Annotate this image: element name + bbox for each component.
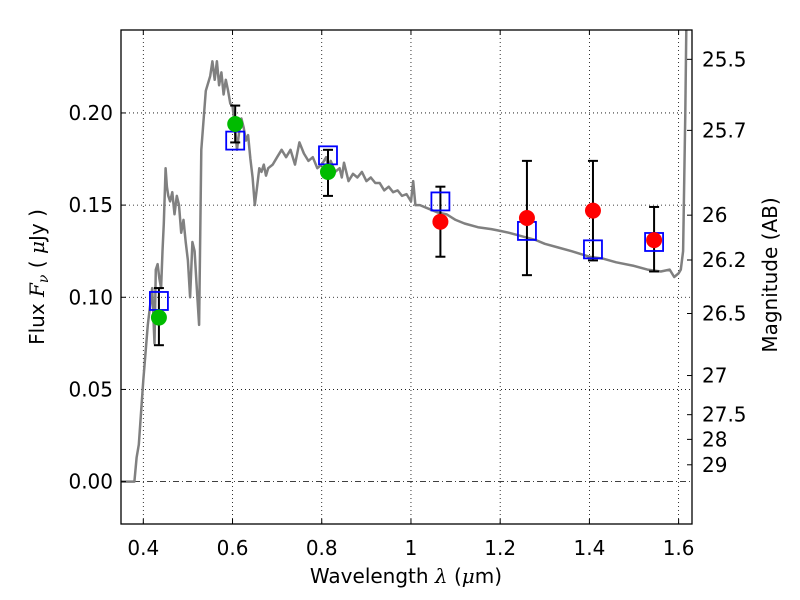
y2-tick-label: 29 xyxy=(702,453,727,477)
y2-tick-label: 26 xyxy=(702,203,727,227)
x-axis-label-text: Wavelength xyxy=(310,564,435,588)
model-box-layer xyxy=(149,130,664,311)
y2-tick-label: 25.7 xyxy=(702,118,747,142)
y2-axis-label: Magnitude (AB) xyxy=(758,197,782,352)
y-axis-label: Flux Fν ( μJy ) xyxy=(25,209,52,345)
y-tick-label: 0.15 xyxy=(68,193,113,217)
x-tick-label: 0.8 xyxy=(306,536,338,560)
x-tick-label: 1.2 xyxy=(484,536,516,560)
y-tick-label: 0.20 xyxy=(68,101,113,125)
data-point xyxy=(227,116,244,133)
svg-text:Magnitude (AB): Magnitude (AB) xyxy=(758,197,782,352)
y2-tick-label: 25.5 xyxy=(702,47,747,71)
data-point xyxy=(150,309,167,326)
data-point xyxy=(432,213,449,230)
tick-marks xyxy=(121,30,692,524)
y-tick-label: 0.05 xyxy=(68,377,113,401)
data-point xyxy=(646,232,663,249)
errorbar-layer xyxy=(153,104,660,347)
x-tick-label: 1.6 xyxy=(663,536,695,560)
x-tick-label: 0.6 xyxy=(217,536,249,560)
y-tick-label: 0.00 xyxy=(68,470,113,494)
svg-text:Flux Fν ( μJy ): Flux Fν ( μJy ) xyxy=(25,209,52,345)
model-box-marker xyxy=(583,239,603,260)
plot-frame xyxy=(120,29,693,525)
nu-subscript: ν xyxy=(36,274,52,283)
model-box-marker xyxy=(430,191,451,212)
flux-symbol: F xyxy=(25,282,49,298)
y2-tick-label: 27 xyxy=(702,364,727,388)
y2-tick-label: 28 xyxy=(702,427,727,451)
y2-tick-label: 27.5 xyxy=(702,403,747,427)
x-tick-labels: 0.4 0.6 0.8 1 1.2 1.4 1.6 xyxy=(127,536,694,560)
data-point-layer xyxy=(150,116,663,326)
y2-tick-label: 26.5 xyxy=(702,301,747,325)
y2-tick-label: 26.2 xyxy=(702,248,747,272)
grid xyxy=(121,30,692,524)
y-tick-labels: 0.00 0.05 0.10 0.15 0.20 xyxy=(68,101,113,494)
lambda-symbol: λ xyxy=(434,564,448,588)
data-point xyxy=(518,210,535,227)
y-tick-label: 0.10 xyxy=(68,285,113,309)
spectrum-layer xyxy=(121,30,688,483)
x-tick-label: 1.4 xyxy=(573,536,605,560)
spectrum-line xyxy=(121,30,688,483)
x-tick-label: 1 xyxy=(405,536,418,560)
x-axis-label: Wavelength λ (μm) xyxy=(310,564,502,588)
x-tick-label: 0.4 xyxy=(127,536,159,560)
y-axis-label-prefix: Flux xyxy=(25,297,49,345)
data-point xyxy=(319,163,336,180)
data-point xyxy=(584,202,601,219)
